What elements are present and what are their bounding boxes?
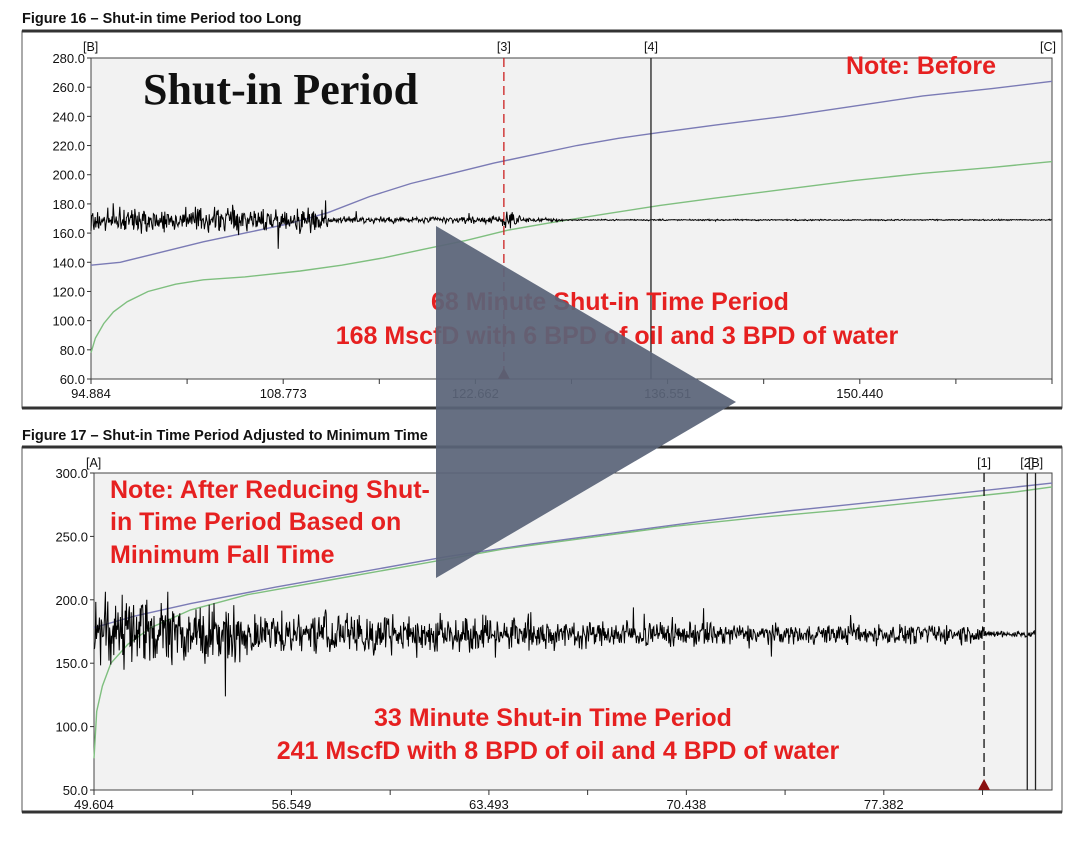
y-tick-label: 250.0	[55, 529, 88, 544]
x-tick-label: 56.549	[272, 797, 312, 812]
y-tick-label: 140.0	[52, 255, 85, 270]
cursor-label: [C]	[1040, 40, 1056, 54]
y-tick-label: 200.0	[55, 593, 88, 608]
chart-annotation: Minimum Fall Time	[110, 541, 335, 569]
x-tick-label: 63.493	[469, 797, 509, 812]
x-tick-label: 70.438	[666, 797, 706, 812]
cursor-label: [B]	[1028, 456, 1043, 470]
series-line-1	[90, 80, 1053, 266]
chart-annotation: Note: After Reducing Shut-	[110, 476, 430, 504]
y-tick-label: 200.0	[52, 168, 85, 183]
y-tick-label: 160.0	[52, 226, 85, 241]
chart-annotation: 33 Minute Shut-in Time Period	[374, 704, 732, 732]
y-tick-label: 260.0	[52, 80, 85, 95]
y-tick-label: 60.0	[60, 372, 85, 387]
x-tick-label: 150.440	[836, 386, 883, 401]
video-play-button[interactable]	[436, 226, 736, 578]
y-tick-label: 120.0	[52, 284, 85, 299]
play-icon[interactable]	[436, 226, 736, 578]
series-line-2	[93, 486, 1053, 759]
cursor-label: [4]	[644, 40, 658, 54]
y-tick-label: 220.0	[52, 139, 85, 154]
figure-17-title: Figure 17 – Shut-in Time Period Adjusted…	[22, 428, 428, 444]
pressure-series-line	[93, 591, 1036, 697]
cursor-label: [1]	[977, 456, 991, 470]
series-line-1	[93, 482, 1053, 629]
cursor-label: [2]	[1020, 456, 1034, 470]
x-tick-label: 77.382	[864, 797, 904, 812]
cursor-marker-icon[interactable]	[978, 779, 991, 790]
x-tick-label: 94.884	[71, 386, 111, 401]
figure-16-title: Figure 16 – Shut-in time Period too Long	[22, 11, 302, 27]
y-tick-label: 150.0	[55, 656, 88, 671]
x-tick-label: 49.604	[74, 797, 114, 812]
chart-17: 300.0 250.0 200.0 150.0 100.0 50.049.604 56.54…	[21, 445, 1063, 814]
y-tick-label: 100.0	[52, 314, 85, 329]
y-tick-label: 300.0	[55, 466, 88, 481]
chart-annotation: Shut-in Period	[143, 65, 418, 114]
x-tick-label: 108.773	[260, 386, 307, 401]
series-line-2	[90, 160, 1053, 353]
cursor-label: [B]	[83, 40, 98, 54]
chart-annotation: 241 MscfD with 8 BPD of oil and 4 BPD of…	[277, 737, 840, 765]
cursor-label: [A]	[86, 456, 101, 470]
y-tick-label: 180.0	[52, 197, 85, 212]
y-tick-label: 80.0	[60, 343, 85, 358]
y-tick-label: 100.0	[55, 720, 88, 735]
chart-annotation: in Time Period Based on	[110, 508, 401, 536]
cursor-label: [3]	[497, 40, 511, 54]
y-tick-label: 50.0	[63, 783, 88, 798]
y-tick-label: 240.0	[52, 109, 85, 124]
pressure-series-line	[90, 200, 1052, 249]
chart-annotation: Note: Before	[846, 52, 996, 80]
y-tick-label: 280.0	[52, 51, 85, 66]
